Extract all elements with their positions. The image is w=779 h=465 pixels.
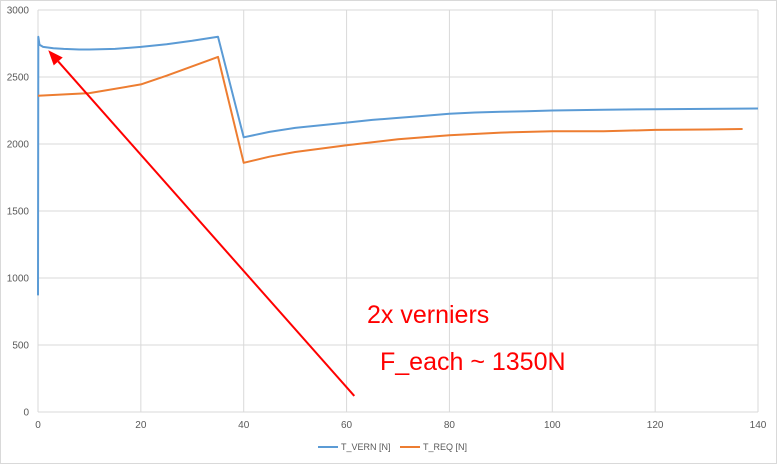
y-tick-label: 1500 [7,207,30,218]
y-tick-label: 1000 [7,274,30,285]
x-tick-label: 100 [544,420,561,431]
y-tick-label: 500 [12,341,29,352]
x-tick-label: 20 [135,420,147,431]
x-tick-label: 40 [238,420,250,431]
series-line-t-req [37,55,743,164]
legend-label-t-req: T_REQ [N] [423,442,467,452]
x-tick-label: 80 [444,420,456,431]
annotation-label-force: F_each ~ 1350N [380,348,566,376]
y-tick-label: 2000 [7,140,30,151]
series-lines [37,35,759,296]
y-tick-label: 0 [23,408,29,419]
y-tick-label: 2500 [7,73,30,84]
annotation-arrow-head [48,50,63,66]
axes: 0 500 1000 1500 2000 2500 3000 0 20 40 60 80 100 120 1… [7,6,767,432]
annotation: 2x verniers F_each ~ 1350N [48,50,566,397]
x-tick-label: 120 [647,420,664,431]
x-tick-label: 140 [750,420,767,431]
series-line-t-vern [37,35,759,296]
annotation-label-verniers: 2x verniers [367,301,489,329]
y-tick-label: 3000 [7,6,30,17]
legend-label-t-vern: T_VERN [N] [341,442,391,452]
annotation-arrow-line [57,60,356,397]
gridlines [37,9,759,413]
legend: T_VERN [N] T_REQ [N] [318,442,467,452]
x-tick-label: 0 [35,420,41,431]
x-tick-label: 60 [341,420,353,431]
